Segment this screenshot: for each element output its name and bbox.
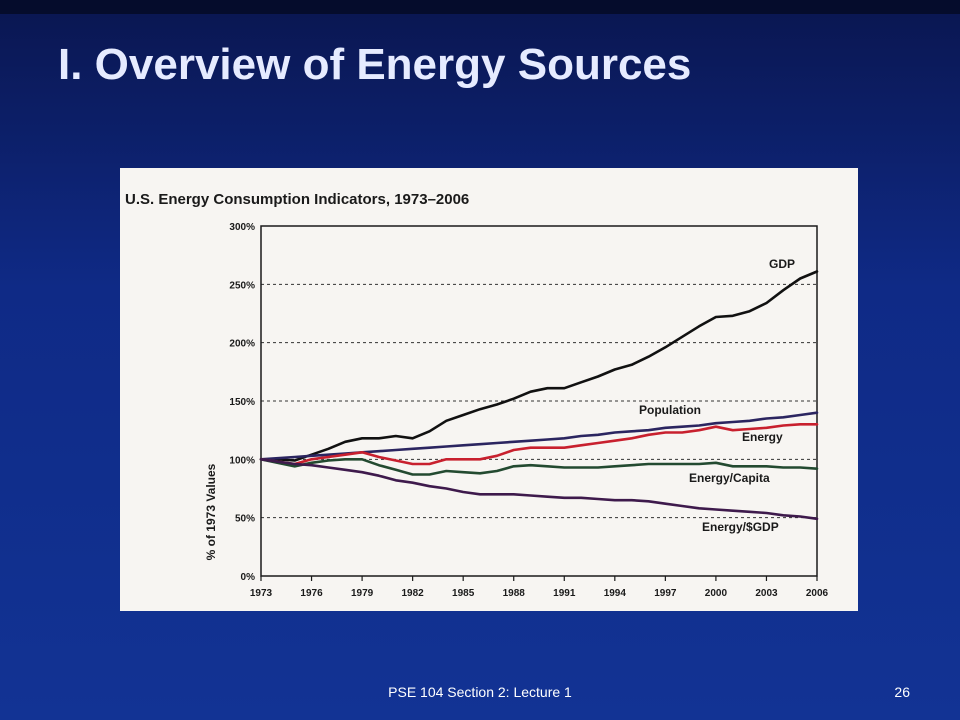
x-tick-label: 2000 <box>705 588 728 599</box>
energy-indicators-chart: U.S. Energy Consumption Indicators, 1973… <box>125 191 829 599</box>
series-labels: GDP Population Energy Energy/Capita Energy/$… <box>639 257 795 534</box>
y-tick-label: 200% <box>229 339 255 350</box>
chart-title: U.S. Energy Consumption Indicators, 1973… <box>125 191 469 208</box>
x-tick-label: 2006 <box>806 588 829 599</box>
x-tick-label: 1985 <box>452 588 475 599</box>
series-lines <box>259 270 819 521</box>
y-tick-label: 250% <box>229 280 255 291</box>
footer-lecture: PSE 104 Section 2: Lecture 1 <box>388 684 572 700</box>
x-tick-label: 1991 <box>553 588 576 599</box>
y-tick-label: 150% <box>229 397 255 408</box>
x-tick-label: 1982 <box>402 588 425 599</box>
x-tick-label: 1973 <box>250 588 273 599</box>
series-label-energy-capita: Energy/Capita <box>689 471 770 485</box>
y-tick-label: 300% <box>229 222 255 233</box>
x-tick-label: 1988 <box>503 588 526 599</box>
slide-title: I. Overview of Energy Sources <box>58 40 692 89</box>
x-tick-label: 1994 <box>604 588 627 599</box>
x-tick-label: 1997 <box>654 588 677 599</box>
series-label-population: Population <box>639 403 701 417</box>
x-tick-label: 2003 <box>755 588 778 599</box>
series-line-population <box>259 411 819 461</box>
series-line-energy <box>259 422 819 466</box>
chart-figure: U.S. Energy Consumption Indicators, 1973… <box>120 168 858 611</box>
series-label-gdp: GDP <box>769 257 795 271</box>
y-tick-label: 50% <box>235 514 255 525</box>
series-line-gdp <box>259 270 819 462</box>
page-number: 26 <box>894 684 910 700</box>
series-label-energy-gdp: Energy/$GDP <box>702 520 779 534</box>
axis-ticks: 0% 50% 100% 150% 200% 250% 300% 1973 1976 1979 198… <box>229 222 828 599</box>
y-tick-label: 0% <box>241 572 256 583</box>
plot-area-frame <box>260 225 818 577</box>
top-bar <box>0 0 960 14</box>
series-line-energy-capita <box>259 457 819 476</box>
series-line-energy-gdp <box>259 457 819 521</box>
y-axis-label: % of 1973 Values <box>204 463 218 560</box>
x-tick-label: 1979 <box>351 588 374 599</box>
x-tick-label: 1976 <box>300 588 323 599</box>
series-label-energy: Energy <box>742 430 783 444</box>
y-tick-label: 100% <box>229 455 255 466</box>
